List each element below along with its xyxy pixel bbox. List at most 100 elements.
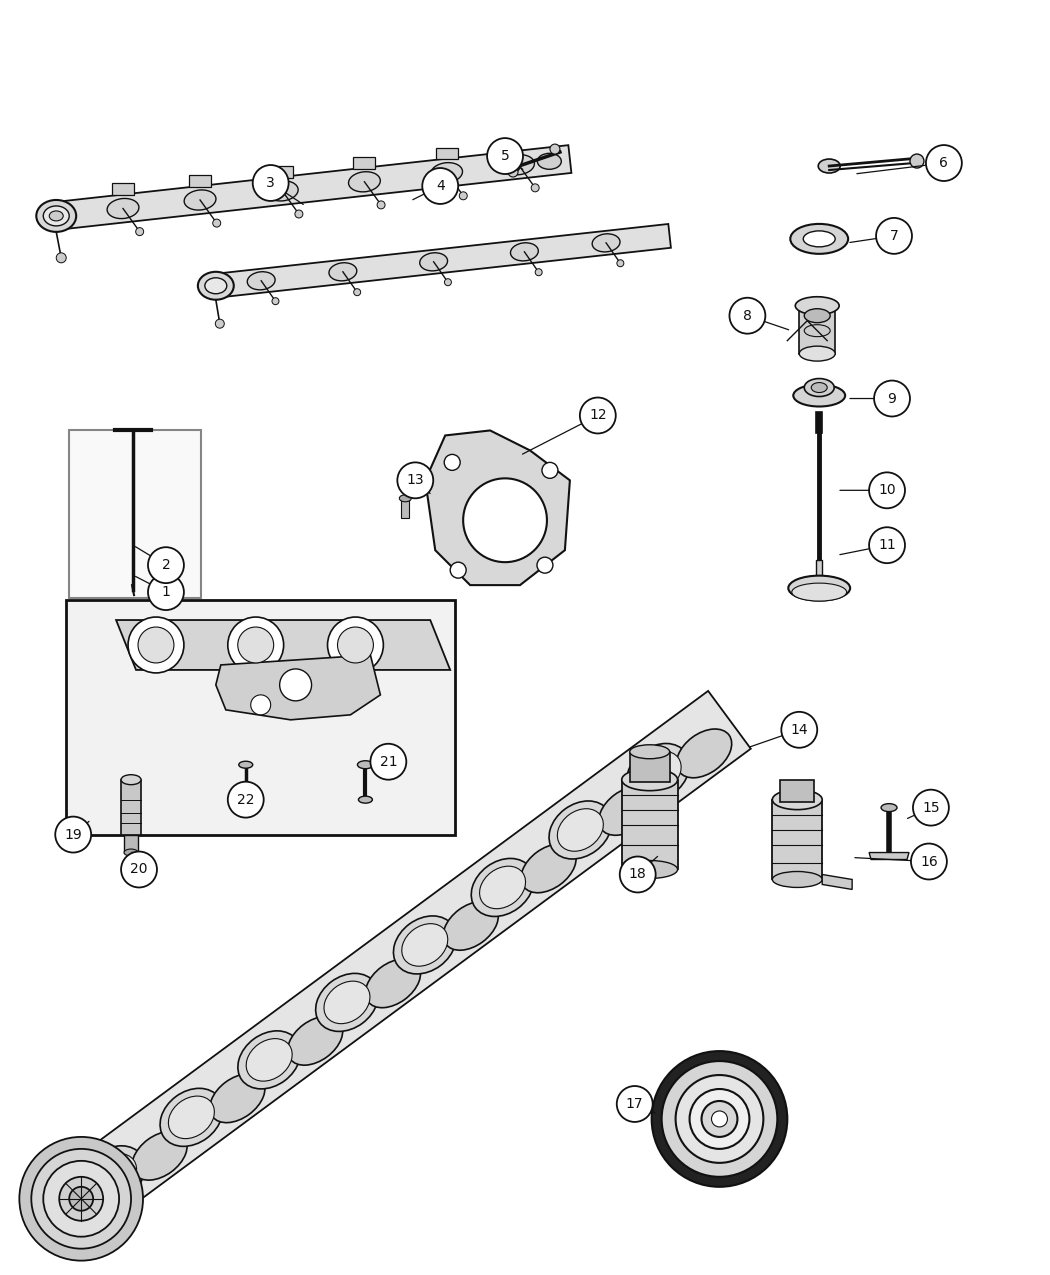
Text: 22: 22	[237, 793, 254, 807]
Ellipse shape	[238, 1031, 300, 1089]
Circle shape	[377, 201, 385, 209]
Ellipse shape	[329, 263, 357, 280]
Text: 20: 20	[130, 862, 148, 876]
Bar	[124, 835, 138, 853]
Bar	[630, 752, 670, 782]
Circle shape	[59, 1177, 103, 1220]
Ellipse shape	[803, 231, 835, 247]
Text: 9: 9	[887, 391, 897, 405]
FancyBboxPatch shape	[354, 157, 376, 168]
Ellipse shape	[121, 775, 141, 784]
Ellipse shape	[881, 803, 897, 812]
Circle shape	[135, 228, 144, 236]
Ellipse shape	[503, 154, 534, 175]
Bar	[799, 306, 835, 353]
Circle shape	[542, 463, 558, 478]
Circle shape	[228, 782, 264, 817]
Ellipse shape	[399, 495, 412, 502]
Ellipse shape	[471, 858, 533, 917]
Text: 12: 12	[589, 408, 607, 422]
Text: 6: 6	[940, 156, 948, 170]
Ellipse shape	[497, 158, 520, 173]
FancyBboxPatch shape	[271, 166, 293, 177]
Ellipse shape	[789, 575, 850, 601]
Circle shape	[228, 617, 284, 673]
Circle shape	[508, 167, 518, 177]
Ellipse shape	[316, 973, 378, 1031]
Ellipse shape	[558, 808, 604, 852]
Bar	[780, 780, 814, 802]
Ellipse shape	[324, 982, 370, 1024]
Ellipse shape	[635, 751, 681, 794]
Text: 13: 13	[406, 473, 424, 487]
Polygon shape	[822, 875, 853, 890]
Polygon shape	[60, 691, 751, 1228]
Text: 21: 21	[379, 755, 397, 769]
Circle shape	[781, 711, 817, 747]
Circle shape	[620, 857, 655, 892]
Text: 14: 14	[791, 723, 808, 737]
Circle shape	[874, 380, 910, 417]
Ellipse shape	[804, 379, 834, 397]
Circle shape	[215, 319, 225, 328]
Ellipse shape	[132, 1131, 187, 1181]
Ellipse shape	[443, 901, 499, 950]
Ellipse shape	[90, 1154, 136, 1196]
Text: 16: 16	[920, 854, 938, 868]
Circle shape	[450, 562, 466, 578]
Bar	[622, 780, 677, 870]
Polygon shape	[216, 655, 380, 720]
Circle shape	[237, 627, 274, 663]
Text: 15: 15	[922, 801, 940, 815]
Circle shape	[138, 627, 174, 663]
Ellipse shape	[794, 385, 845, 407]
Polygon shape	[55, 145, 571, 230]
Text: 8: 8	[743, 309, 752, 323]
Ellipse shape	[480, 866, 526, 909]
Ellipse shape	[804, 325, 831, 337]
Ellipse shape	[420, 252, 447, 270]
Text: 11: 11	[878, 538, 896, 552]
Ellipse shape	[168, 1096, 214, 1139]
Circle shape	[910, 154, 924, 168]
Circle shape	[371, 743, 406, 780]
Ellipse shape	[267, 181, 298, 201]
Circle shape	[876, 218, 912, 254]
Text: 1: 1	[162, 585, 170, 599]
Ellipse shape	[799, 346, 835, 361]
Text: 17: 17	[626, 1096, 644, 1111]
Ellipse shape	[205, 278, 227, 293]
Ellipse shape	[197, 272, 234, 300]
Ellipse shape	[818, 159, 840, 173]
Ellipse shape	[791, 224, 848, 254]
Circle shape	[531, 184, 539, 191]
Ellipse shape	[521, 844, 576, 892]
FancyBboxPatch shape	[436, 148, 458, 159]
Circle shape	[56, 816, 91, 853]
Circle shape	[675, 1075, 763, 1163]
Circle shape	[69, 1187, 93, 1211]
Circle shape	[148, 574, 184, 609]
Ellipse shape	[598, 787, 654, 835]
Polygon shape	[425, 431, 570, 585]
Circle shape	[911, 844, 947, 880]
Text: 2: 2	[162, 558, 170, 572]
Circle shape	[869, 472, 905, 509]
Polygon shape	[214, 224, 671, 297]
Circle shape	[537, 557, 553, 574]
Ellipse shape	[49, 210, 63, 221]
Ellipse shape	[184, 190, 216, 210]
Circle shape	[43, 1160, 119, 1237]
Ellipse shape	[358, 796, 373, 803]
Text: 5: 5	[501, 149, 509, 163]
Circle shape	[121, 852, 158, 887]
Ellipse shape	[627, 743, 690, 802]
Circle shape	[712, 1111, 728, 1127]
Circle shape	[422, 168, 458, 204]
Ellipse shape	[510, 242, 539, 261]
Ellipse shape	[804, 309, 831, 323]
Circle shape	[912, 789, 949, 826]
Circle shape	[616, 260, 624, 266]
Text: 10: 10	[878, 483, 896, 497]
Ellipse shape	[246, 1039, 292, 1081]
